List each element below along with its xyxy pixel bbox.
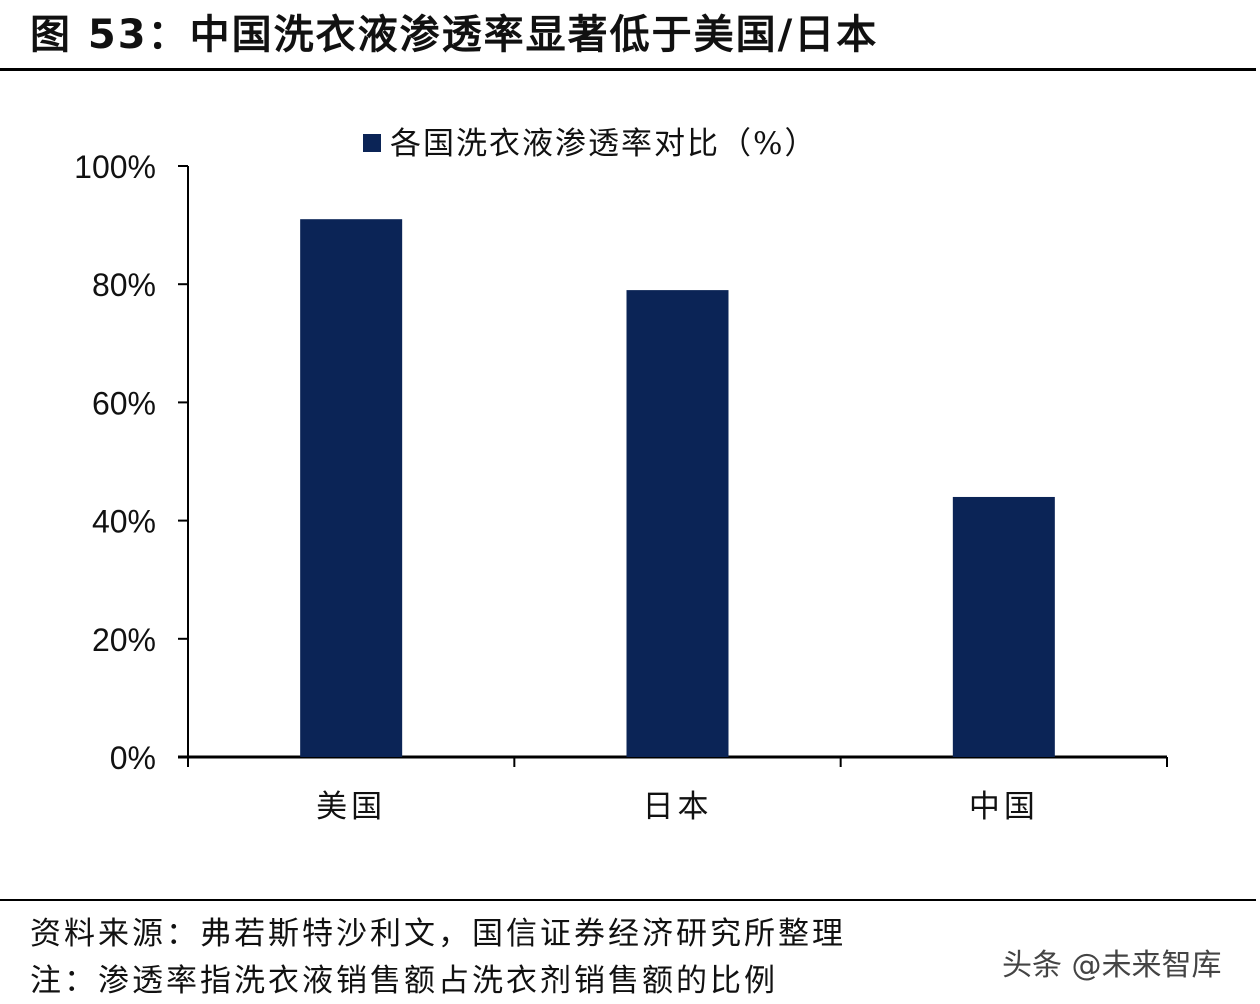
x-tick-label: 中国 [969, 789, 1039, 825]
top-rule [0, 68, 1256, 71]
y-tick-label: 20% [92, 622, 156, 658]
y-tick-label: 100% [74, 149, 156, 185]
source-note: 资料来源：弗若斯特沙利文，国信证券经济研究所整理 [30, 916, 846, 952]
y-tick-label: 40% [92, 504, 156, 540]
bar-1 [300, 219, 403, 757]
x-tick-label: 日本 [643, 789, 713, 825]
legend-label: 各国洗衣液渗透率对比（%） [390, 126, 817, 162]
figure-title: 图 53：中国洗衣液渗透率显著低于美国/日本 [30, 12, 879, 58]
legend-swatch [363, 134, 381, 152]
watermark: 头条 @未来智库 [1002, 948, 1222, 983]
bar-chart: 各国洗衣液渗透率对比（%） 0% 20% 40% 60% 80% 100% 美国 日本 中国 [74, 126, 1168, 825]
y-tick-label: 80% [92, 267, 156, 303]
footnote: 注：渗透率指洗衣液销售额占洗衣剂销售额的比例 [30, 963, 778, 999]
bar-2 [626, 290, 729, 757]
y-tick-label: 0% [110, 740, 156, 776]
x-tick-label: 美国 [316, 789, 386, 825]
bottom-rule [0, 899, 1256, 901]
y-tick-label: 60% [92, 385, 156, 421]
bar-3 [952, 496, 1055, 757]
